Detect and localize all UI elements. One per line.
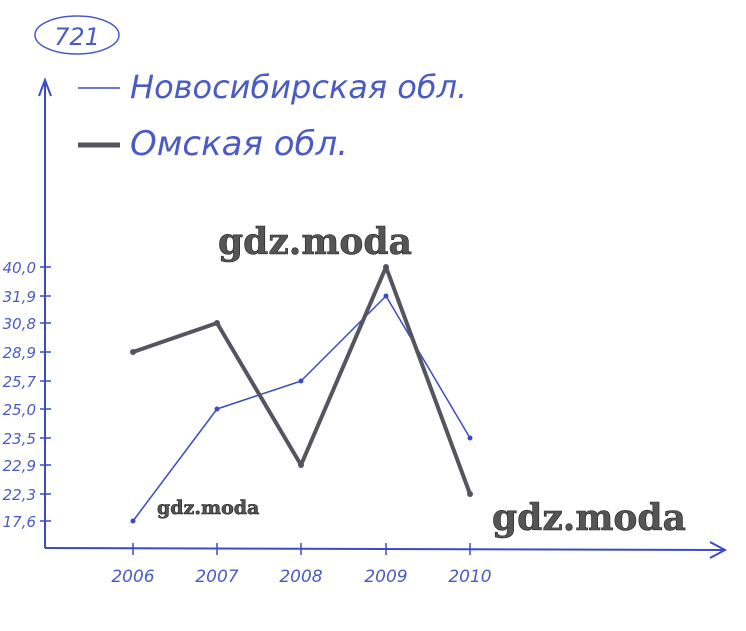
data-point (298, 378, 304, 384)
data-point (383, 293, 389, 299)
x-tick-label: 2007 (195, 567, 238, 587)
x-axis (44, 547, 725, 551)
watermark: gdz.moda (492, 497, 686, 539)
series-line-0 (132, 295, 471, 522)
data-point (383, 264, 389, 270)
y-tick-label: 22,3 (3, 486, 36, 504)
legend: Новосибирская обл. Омская обл. (78, 68, 467, 164)
watermark: gdz.moda (157, 497, 259, 519)
y-tick-label: 25,7 (3, 373, 37, 391)
legend-label: Новосибирская обл. (130, 68, 467, 106)
y-tick-label: 23,5 (3, 430, 36, 448)
series-group (130, 264, 473, 524)
data-point (467, 435, 473, 441)
y-tick-label: 31,9 (3, 288, 36, 306)
watermark: gdz.moda (218, 221, 412, 263)
y-tick-label: 25,0 (3, 401, 36, 419)
data-point (467, 491, 473, 497)
legend-label: Омская обл. (130, 124, 348, 164)
data-point (130, 518, 136, 524)
x-tick-label: 2006 (111, 567, 154, 587)
data-point (214, 320, 220, 326)
y-tick-label: 30,8 (3, 315, 36, 333)
axes (38, 77, 728, 559)
x-tick-label: 2010 (448, 567, 491, 587)
x-tick-label: 2008 (279, 567, 322, 587)
problem-number-circle (34, 15, 120, 55)
problem-number: 721 (54, 23, 100, 51)
y-tick-label: 40,0 (3, 259, 36, 277)
data-point (214, 406, 220, 412)
ticks: 40,0 31,9 30,8 28,9 25,7 25,0 23,5 22,9 22,3 17,6… (3, 259, 492, 587)
y-axis-arrow (38, 77, 52, 97)
y-tick-label: 28,9 (3, 344, 36, 362)
data-point (130, 349, 136, 355)
x-tick-label: 2009 (364, 567, 407, 587)
y-tick-label: 17,6 (3, 513, 36, 531)
x-axis-arrow (709, 541, 728, 559)
data-point (298, 462, 304, 468)
y-tick-label: 22,9 (3, 457, 36, 475)
